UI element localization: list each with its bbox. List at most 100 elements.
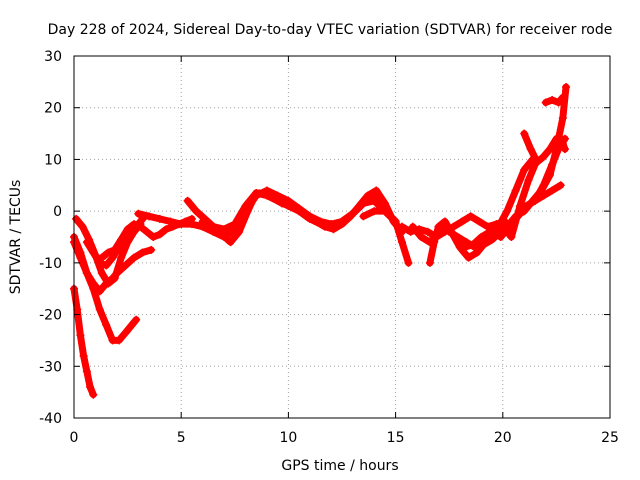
data-point (241, 201, 250, 210)
data-point (316, 220, 325, 229)
data-point (86, 382, 95, 391)
data-point (520, 165, 529, 174)
x-tick-label: 15 (387, 430, 405, 446)
data-point (488, 235, 497, 244)
data-series-layer (70, 83, 571, 399)
data-point (537, 186, 546, 195)
data-point (149, 233, 158, 241)
data-point (398, 238, 407, 247)
data-point (177, 220, 186, 229)
data-point (123, 225, 132, 234)
x-tick-label: 5 (177, 430, 186, 446)
series-trace (359, 207, 412, 267)
y-tick-label: 0 (53, 204, 62, 220)
data-point (97, 269, 106, 278)
data-point (524, 176, 533, 185)
y-tick-label: -40 (39, 411, 62, 427)
data-point (136, 222, 145, 231)
series-s1 (70, 284, 98, 399)
data-point (117, 253, 126, 262)
data-point (560, 134, 569, 143)
data-point (108, 253, 117, 262)
data-point (142, 227, 151, 236)
data-point (545, 170, 554, 179)
data-point (520, 207, 529, 216)
data-point (462, 238, 471, 247)
data-point (82, 269, 91, 278)
data-point (453, 233, 462, 241)
data-point (121, 328, 130, 337)
data-point (252, 189, 261, 198)
data-point (479, 240, 488, 249)
data-point (458, 217, 467, 226)
data-point (507, 233, 516, 241)
data-point (72, 214, 81, 223)
data-point (434, 227, 443, 236)
chart-title: Day 228 of 2024, Sidereal Day-to-day VTE… (48, 22, 613, 38)
data-point (226, 238, 235, 247)
series-trace (542, 93, 567, 106)
y-tick-label: -30 (39, 359, 62, 375)
data-point (541, 98, 550, 107)
data-point (477, 233, 486, 241)
data-point (127, 320, 136, 329)
data-point (82, 238, 91, 247)
series-s10 (359, 207, 413, 267)
data-point (284, 201, 293, 210)
data-point (132, 315, 141, 324)
data-point (425, 258, 434, 267)
data-point (404, 258, 413, 267)
x-tick-label: 10 (279, 430, 297, 446)
data-point (417, 233, 426, 241)
data-point (485, 227, 494, 236)
data-point (89, 390, 98, 399)
x-tick-label: 20 (494, 430, 512, 446)
data-point (187, 220, 196, 229)
x-tick-label: 0 (70, 430, 79, 446)
data-point (548, 186, 557, 195)
data-point (425, 238, 434, 247)
series-trace (70, 285, 97, 399)
data-point (73, 305, 82, 314)
data-point (230, 220, 239, 229)
y-tick-label: -20 (39, 308, 62, 324)
data-point (520, 129, 529, 138)
y-tick-label: 20 (44, 101, 62, 117)
data-point (370, 191, 379, 200)
data-point (552, 145, 561, 154)
data-point (78, 222, 87, 231)
data-point (95, 305, 104, 314)
data-point (562, 83, 571, 92)
data-point (391, 217, 400, 226)
data-point (183, 196, 192, 205)
data-point (130, 220, 139, 229)
data-point (464, 253, 473, 262)
data-point (82, 367, 91, 376)
plot-frame (73, 55, 611, 419)
data-point (220, 225, 229, 234)
series-s18 (541, 93, 567, 107)
data-point (539, 152, 548, 161)
data-point (138, 248, 147, 257)
data-point (359, 212, 368, 221)
data-point (79, 351, 88, 360)
data-point (548, 95, 557, 104)
data-point (348, 209, 357, 218)
data-point (408, 222, 417, 231)
data-point (503, 207, 512, 216)
data-point (145, 212, 154, 221)
data-point (110, 274, 119, 283)
y-tick-label: 10 (44, 152, 62, 168)
data-point (380, 207, 389, 216)
data-point (130, 253, 139, 262)
data-point (104, 279, 113, 288)
data-point (526, 145, 535, 154)
data-point (359, 199, 368, 208)
data-point (327, 222, 336, 231)
y-axis-title: SDTVAR / TECUs (8, 180, 24, 295)
data-point (155, 214, 164, 223)
data-point (117, 235, 126, 244)
data-point (554, 98, 563, 107)
data-point (95, 287, 104, 296)
